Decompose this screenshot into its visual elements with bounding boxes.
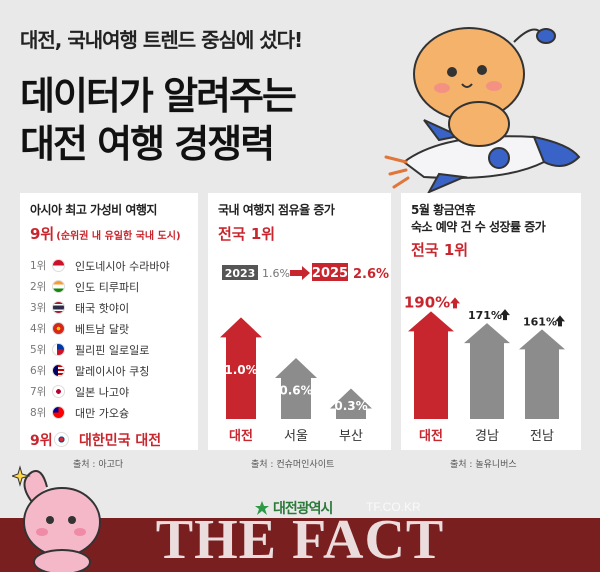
from-value-label: 1.6% bbox=[262, 267, 290, 280]
data-label-0: 1.0% bbox=[224, 363, 257, 377]
chart2-title-line1: 5월 황금연휴 bbox=[411, 203, 476, 217]
list-item: 2위 인도 티루파티 bbox=[30, 276, 195, 297]
bar-2 bbox=[519, 329, 565, 419]
malaysia-flag-icon bbox=[52, 364, 65, 377]
mascot-pink-illustration bbox=[12, 465, 101, 572]
rocket-icon bbox=[384, 119, 581, 195]
data-label-2: 0.3% bbox=[334, 399, 367, 413]
category-label-1: 경남 bbox=[475, 429, 499, 444]
panel-value-ranking: 아시아 최고 가성비 여행지 9위 (순위권 내 유일한 국내 도시) 1위 인도… bbox=[20, 193, 198, 450]
thailand-flag-icon bbox=[52, 301, 65, 314]
rank-city: 필리핀 일로일로 bbox=[75, 343, 150, 357]
indonesia-flag-icon bbox=[52, 259, 65, 272]
bar-0 bbox=[408, 311, 454, 419]
bar-2 bbox=[330, 388, 372, 419]
chart1-source: 출처 : 컨슈머인사이트 bbox=[251, 460, 335, 470]
rank-city: 일본 나고야 bbox=[75, 385, 130, 399]
data-label-2: 161% bbox=[523, 315, 557, 328]
rank-number: 7위 bbox=[30, 386, 47, 398]
data-label-1: 171% bbox=[468, 309, 502, 322]
hero-subtitle: 대전, 국내여행 트렌드 중심에 섰다! bbox=[20, 28, 303, 52]
rank-city: 말레이시아 쿠칭 bbox=[75, 364, 150, 378]
share-bar-chart: 2023 1.6% 2025 2.6% 1.0% 대전 0.6% 서울 0.3% 부산 bbox=[220, 263, 389, 444]
chart2-subtitle: 전국 1위 bbox=[411, 241, 469, 259]
hero-title-line2: 대전 여행 경쟁력 bbox=[20, 122, 275, 166]
increase-arrow-icon bbox=[290, 266, 310, 280]
bar-1 bbox=[464, 323, 510, 419]
rank-city: 태국 핫야이 bbox=[75, 301, 130, 315]
to-year-label: 2025 bbox=[312, 266, 348, 281]
list-item: 7위 일본 나고야 bbox=[30, 381, 195, 402]
india-flag-icon bbox=[52, 280, 65, 293]
category-label-0: 대전 bbox=[229, 428, 253, 444]
list-item-highlight: 9위 대한민국 대전 bbox=[30, 429, 195, 450]
korea-flag-icon bbox=[54, 432, 69, 447]
bar-1 bbox=[275, 358, 317, 419]
panel1-rank-note: (순위권 내 유일한 국내 도시) bbox=[56, 231, 181, 242]
rank-city: 대만 가오슝 bbox=[75, 406, 130, 420]
rank-number: 5위 bbox=[30, 344, 47, 356]
up-arrow-icon-2 bbox=[555, 315, 565, 327]
rank-number: 2위 bbox=[30, 281, 47, 293]
category-label-0: 대전 bbox=[419, 428, 443, 444]
data-label-0: 190% bbox=[404, 293, 450, 311]
up-arrow-icon-1 bbox=[500, 309, 510, 321]
taiwan-flag-icon bbox=[52, 406, 65, 419]
philippines-flag-icon bbox=[52, 343, 65, 356]
panel1-title: 아시아 최고 가성비 여행지 bbox=[30, 203, 157, 217]
rank-number: 1위 bbox=[30, 260, 47, 272]
daejeon-logo-text: 대전광역시 bbox=[273, 501, 333, 517]
list-item: 1위 인도네시아 수라바야 bbox=[30, 255, 195, 276]
list-item: 6위 말레이시아 쿠칭 bbox=[30, 360, 195, 381]
japan-flag-icon bbox=[52, 385, 65, 398]
panel-share-chart: 국내 여행지 점유율 증가 전국 1위 2023 1.6% 2025 2.6% 1.0%… bbox=[208, 193, 391, 450]
rank-number: 3위 bbox=[30, 302, 47, 314]
chart1-title: 국내 여행지 점유율 증가 bbox=[218, 203, 335, 217]
rank-city: 대한민국 대전 bbox=[79, 432, 162, 449]
from-year-label: 2023 bbox=[225, 267, 256, 280]
daejeon-logo-icon bbox=[255, 501, 269, 515]
data-label-1: 0.6% bbox=[279, 384, 312, 398]
chart2-title: 5월 황금연휴 숙소 예약 건 수 성장률 증가 bbox=[411, 202, 546, 236]
up-arrow-icon-0 bbox=[450, 297, 460, 309]
vietnam-flag-icon bbox=[52, 322, 65, 335]
list-item: 3위 태국 핫야이 bbox=[30, 297, 195, 318]
panel-booking-chart: 5월 황금연휴 숙소 예약 건 수 성장률 증가 전국 1위 190% 대전 171… bbox=[401, 193, 581, 450]
hero-title-line1: 데이터가 알려주는 bbox=[20, 74, 297, 118]
watermark-site: TF.CO.KR bbox=[366, 500, 421, 514]
chart2-title-line2: 숙소 예약 건 수 성장률 증가 bbox=[411, 220, 546, 234]
booking-bar-chart: 190% 대전 171% 경남 161% 전남 bbox=[404, 293, 565, 444]
mascot-character bbox=[413, 27, 556, 147]
rank-city: 인도네시아 수라바야 bbox=[75, 259, 170, 273]
category-label-2: 부산 bbox=[339, 429, 363, 444]
category-label-1: 서울 bbox=[284, 429, 308, 444]
list-item: 5위 필리핀 일로일로 bbox=[30, 339, 195, 360]
list-item: 8위 대만 가오슝 bbox=[30, 402, 195, 423]
panel1-rank: 9위 (순위권 내 유일한 국내 도시) bbox=[30, 223, 181, 244]
chart1-subtitle: 전국 1위 bbox=[218, 225, 276, 243]
daejeon-logo: 대전광역시 bbox=[254, 498, 360, 518]
rank-city: 인도 티루파티 bbox=[75, 280, 140, 294]
to-value-label: 2.6% bbox=[353, 267, 389, 282]
panel1-source: 출처 : 아고다 bbox=[73, 460, 124, 470]
rank-city: 베트남 달랏 bbox=[75, 322, 130, 336]
to-year-box bbox=[312, 263, 348, 281]
rank-number: 8위 bbox=[30, 407, 47, 419]
rank-number: 4위 bbox=[30, 323, 47, 335]
rank-number: 6위 bbox=[30, 365, 47, 377]
list-item: 4위 베트남 달랏 bbox=[30, 318, 195, 339]
ranking-list: 1위 인도네시아 수라바야 2위 인도 티루파티 3위 태국 핫야이 4위 베트… bbox=[30, 255, 195, 450]
hero-title: 데이터가 알려주는 대전 여행 경쟁력 bbox=[20, 72, 297, 168]
category-label-2: 전남 bbox=[530, 429, 554, 444]
rank-number: 9위 bbox=[30, 432, 53, 449]
bar-0 bbox=[220, 317, 262, 419]
watermark-brand: THE FACT bbox=[155, 509, 445, 571]
mascot-rocket-illustration bbox=[384, 27, 581, 195]
from-year-box bbox=[222, 265, 258, 280]
panel1-rank-value: 9위 bbox=[30, 225, 55, 243]
chart2-source: 출처 : 놀유니버스 bbox=[450, 460, 517, 470]
